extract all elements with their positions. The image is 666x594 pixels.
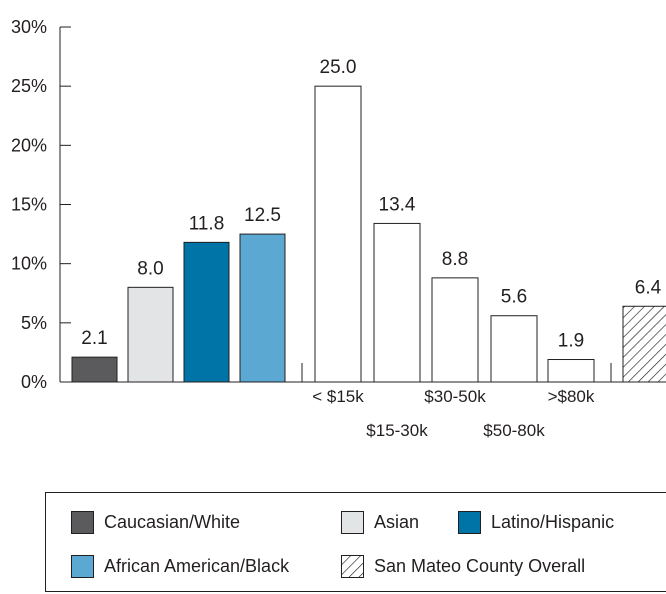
y-tick-label: 15%: [11, 195, 47, 215]
bar-50-80k: [490, 315, 538, 383]
y-axis: 0% 5% 10% 15% 20% 25% 30%: [11, 17, 666, 392]
bar-caucasian-white: [71, 356, 118, 383]
x-category-label: >$80k: [548, 387, 595, 406]
legend-item-san-mateo-county-overall: San Mateo County Overall: [341, 555, 585, 578]
bar-value-label: 12.5: [244, 205, 281, 226]
bar-value-label: 8.8: [442, 249, 468, 270]
bar-80k: [547, 359, 595, 383]
x-category-label: $30-50k: [424, 387, 486, 406]
legend-swatch-asian: [341, 511, 364, 534]
legend-item-african-american-black: African American/Black: [71, 555, 289, 578]
legend-label: Latino/Hispanic: [491, 512, 615, 532]
bar-latino-hispanic: [183, 241, 230, 383]
bar-value-label: 5.6: [501, 287, 527, 308]
legend-item-caucasian-white: Caucasian/White: [71, 511, 240, 534]
bar-san-mateo-county-overall: [622, 305, 666, 383]
bar-value-label: 11.8: [189, 213, 225, 234]
y-tick-label: 20%: [11, 135, 47, 155]
bar-asian: [127, 286, 174, 383]
legend-swatch-san-mateo-county-overall: [341, 555, 364, 578]
bar-african-american-black: [239, 233, 286, 383]
bar-30-50k: [431, 277, 479, 383]
y-tick-label: 25%: [11, 76, 47, 96]
bar-value-label: 25.0: [320, 57, 357, 78]
x-category-label: < $15k: [312, 387, 364, 406]
legend-item-latino-hispanic: Latino/Hispanic: [458, 511, 614, 534]
legend-label: African American/Black: [104, 556, 290, 576]
bar-value-label: 8.0: [137, 258, 163, 279]
y-tick-label: 30%: [11, 17, 47, 37]
x-category-label: $15-30k: [366, 421, 428, 440]
legend-label: Caucasian/White: [104, 512, 241, 532]
y-tick-label: 10%: [11, 254, 47, 274]
legend-swatch-caucasian-white: [71, 511, 94, 534]
legend-label: San Mateo County Overall: [374, 556, 586, 576]
y-tick-label: 0%: [21, 372, 47, 392]
legend-item-asian: Asian: [341, 511, 419, 534]
legend-label: Asian: [374, 512, 420, 532]
legend-swatch-latino-hispanic: [458, 511, 481, 534]
bar-value-label: 1.9: [558, 331, 584, 352]
bars: [71, 85, 666, 383]
bar-chart: 0% 5% 10% 15% 20% 25% 30% 2.1 8.0 11.8 12.5 25.0 < …: [11, 17, 666, 440]
bar-value-label: 13.4: [379, 194, 416, 215]
labels: 2.1 8.0 11.8 12.5 25.0 < $15k 13.4 $15-30k 8.8 $3…: [81, 57, 661, 440]
bar-15k: [314, 85, 362, 383]
legend: Caucasian/White Asian Latino/Hispanic Af…: [45, 492, 666, 592]
x-category-label: $50-80k: [483, 421, 545, 440]
bar-value-label: 6.4: [635, 277, 662, 298]
legend-swatch-african-american-black: [71, 555, 94, 578]
bar-value-label: 2.1: [81, 328, 107, 349]
bar-15-30k: [373, 222, 421, 383]
y-tick-label: 5%: [21, 313, 47, 333]
